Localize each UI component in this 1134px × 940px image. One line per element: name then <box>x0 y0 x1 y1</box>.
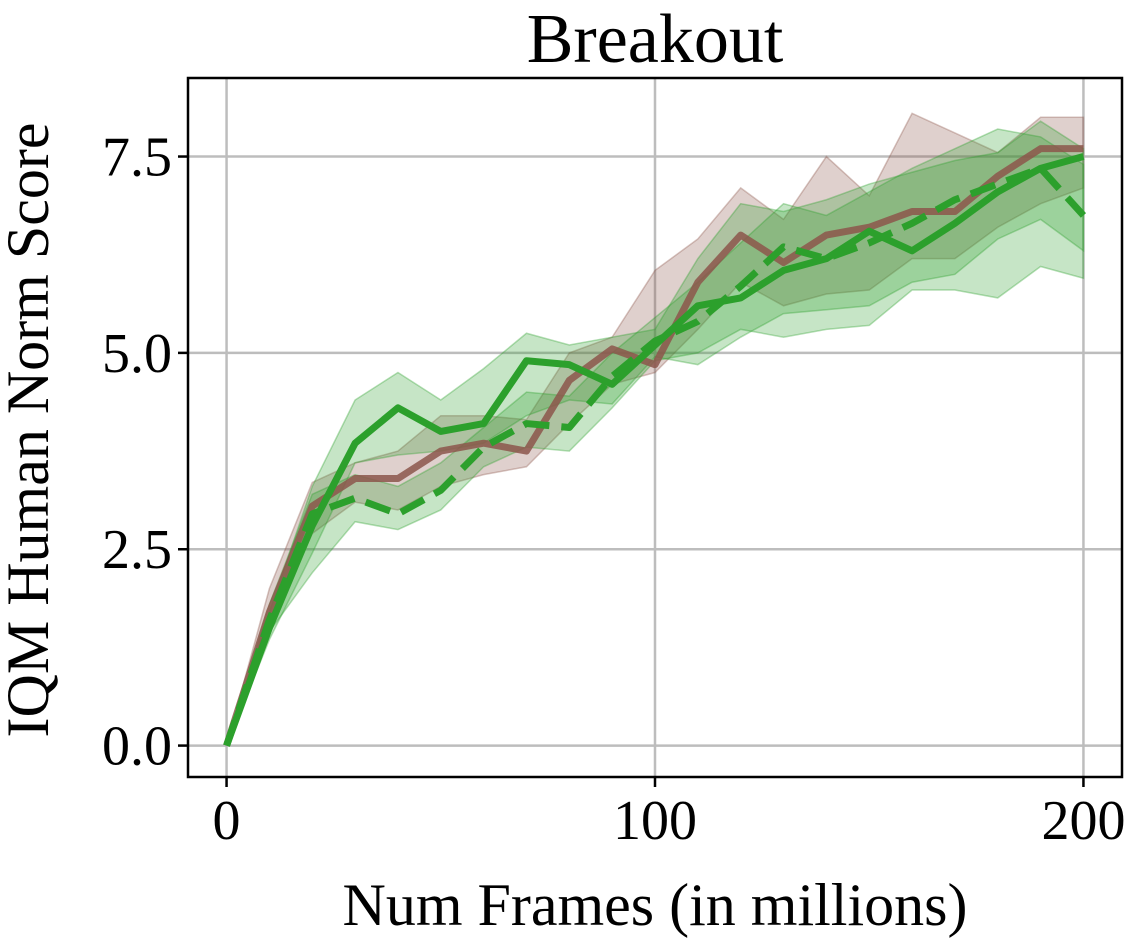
data-point-series-3 <box>954 199 955 200</box>
data-point-series-3 <box>355 498 356 499</box>
data-point-series-2 <box>397 407 398 408</box>
data-point-series-3 <box>740 286 741 287</box>
data-point-series-2 <box>440 431 441 432</box>
data-point-series-3 <box>1083 215 1084 216</box>
data-point-series-3 <box>312 513 313 514</box>
line-series-3 <box>223 164 1087 747</box>
y-tick-label: 0.0 <box>102 716 172 778</box>
data-point-series-2 <box>954 223 955 224</box>
y-tick-label: 5.0 <box>102 323 172 385</box>
data-point-series-2 <box>912 250 913 251</box>
data-point-series-2 <box>612 384 613 385</box>
data-point-series-3 <box>397 513 398 514</box>
data-point-series-1 <box>612 348 613 349</box>
data-point-series-3 <box>569 427 570 428</box>
grid-layer <box>188 78 1122 777</box>
data-point-series-1 <box>954 211 955 212</box>
data-point-series-2 <box>569 364 570 365</box>
x-tick-label: 200 <box>1041 790 1125 852</box>
data-point-series-1 <box>1040 148 1041 149</box>
data-point-series-1 <box>826 235 827 236</box>
data-point-series-1 <box>1083 148 1084 149</box>
data-point-series-2 <box>997 191 998 192</box>
data-point-series-1 <box>355 478 356 479</box>
data-point-series-1 <box>740 235 741 236</box>
data-point-series-2 <box>355 443 356 444</box>
data-point-series-3 <box>526 423 527 424</box>
data-point-series-2 <box>483 423 484 424</box>
x-tick-label: 0 <box>213 790 241 852</box>
data-point-series-1 <box>655 364 656 365</box>
band-series-2 <box>225 120 1085 746</box>
data-point-series-3 <box>997 184 998 185</box>
data-point-series-2 <box>526 360 527 361</box>
y-tick-label: 7.5 <box>102 127 172 189</box>
data-point-series-2 <box>783 270 784 271</box>
data-point-series-3 <box>483 447 484 448</box>
data-point-series-1 <box>569 380 570 381</box>
band-series-1 <box>225 112 1085 746</box>
y-axis-label: IQM Human Norm Score <box>0 123 61 738</box>
data-point-series-1 <box>526 451 527 452</box>
data-point-series-3 <box>269 619 270 620</box>
data-point-series-1 <box>483 443 484 444</box>
data-point-series-3 <box>912 223 913 224</box>
data-point-series-3 <box>1040 168 1041 169</box>
data-point-series-3 <box>440 490 441 491</box>
data-point-series-1 <box>440 451 441 452</box>
data-point-series-1 <box>783 262 784 263</box>
data-point-series-2 <box>1083 156 1084 157</box>
data-point-series-3 <box>869 242 870 243</box>
x-axis-label: Num Frames (in millions) <box>343 872 968 938</box>
chart-title: Breakout <box>527 1 784 78</box>
data-point-series-3 <box>655 341 656 342</box>
data-point-series-3 <box>826 258 827 259</box>
data-point-series-1 <box>697 282 698 283</box>
data-point-series-2 <box>869 231 870 232</box>
data-point-series-3 <box>697 321 698 322</box>
data-point-series-2 <box>740 297 741 298</box>
data-point-series-1 <box>997 176 998 177</box>
data-point-series-1 <box>912 211 913 212</box>
data-point-series-2 <box>697 305 698 306</box>
x-tick-label: 100 <box>613 790 697 852</box>
data-point-series-3 <box>783 246 784 247</box>
data-point-series-1 <box>869 227 870 228</box>
series-lines <box>223 145 1087 747</box>
data-point-series-3 <box>226 745 227 746</box>
data-point-series-2 <box>312 525 313 526</box>
data-point-series-1 <box>312 506 313 507</box>
data-point-series-1 <box>397 478 398 479</box>
y-tick-label: 2.5 <box>102 519 172 581</box>
tick-labels: 0 100 200 0.0 2.5 5.0 7.5 <box>102 127 1125 852</box>
data-point-series-3 <box>612 376 613 377</box>
